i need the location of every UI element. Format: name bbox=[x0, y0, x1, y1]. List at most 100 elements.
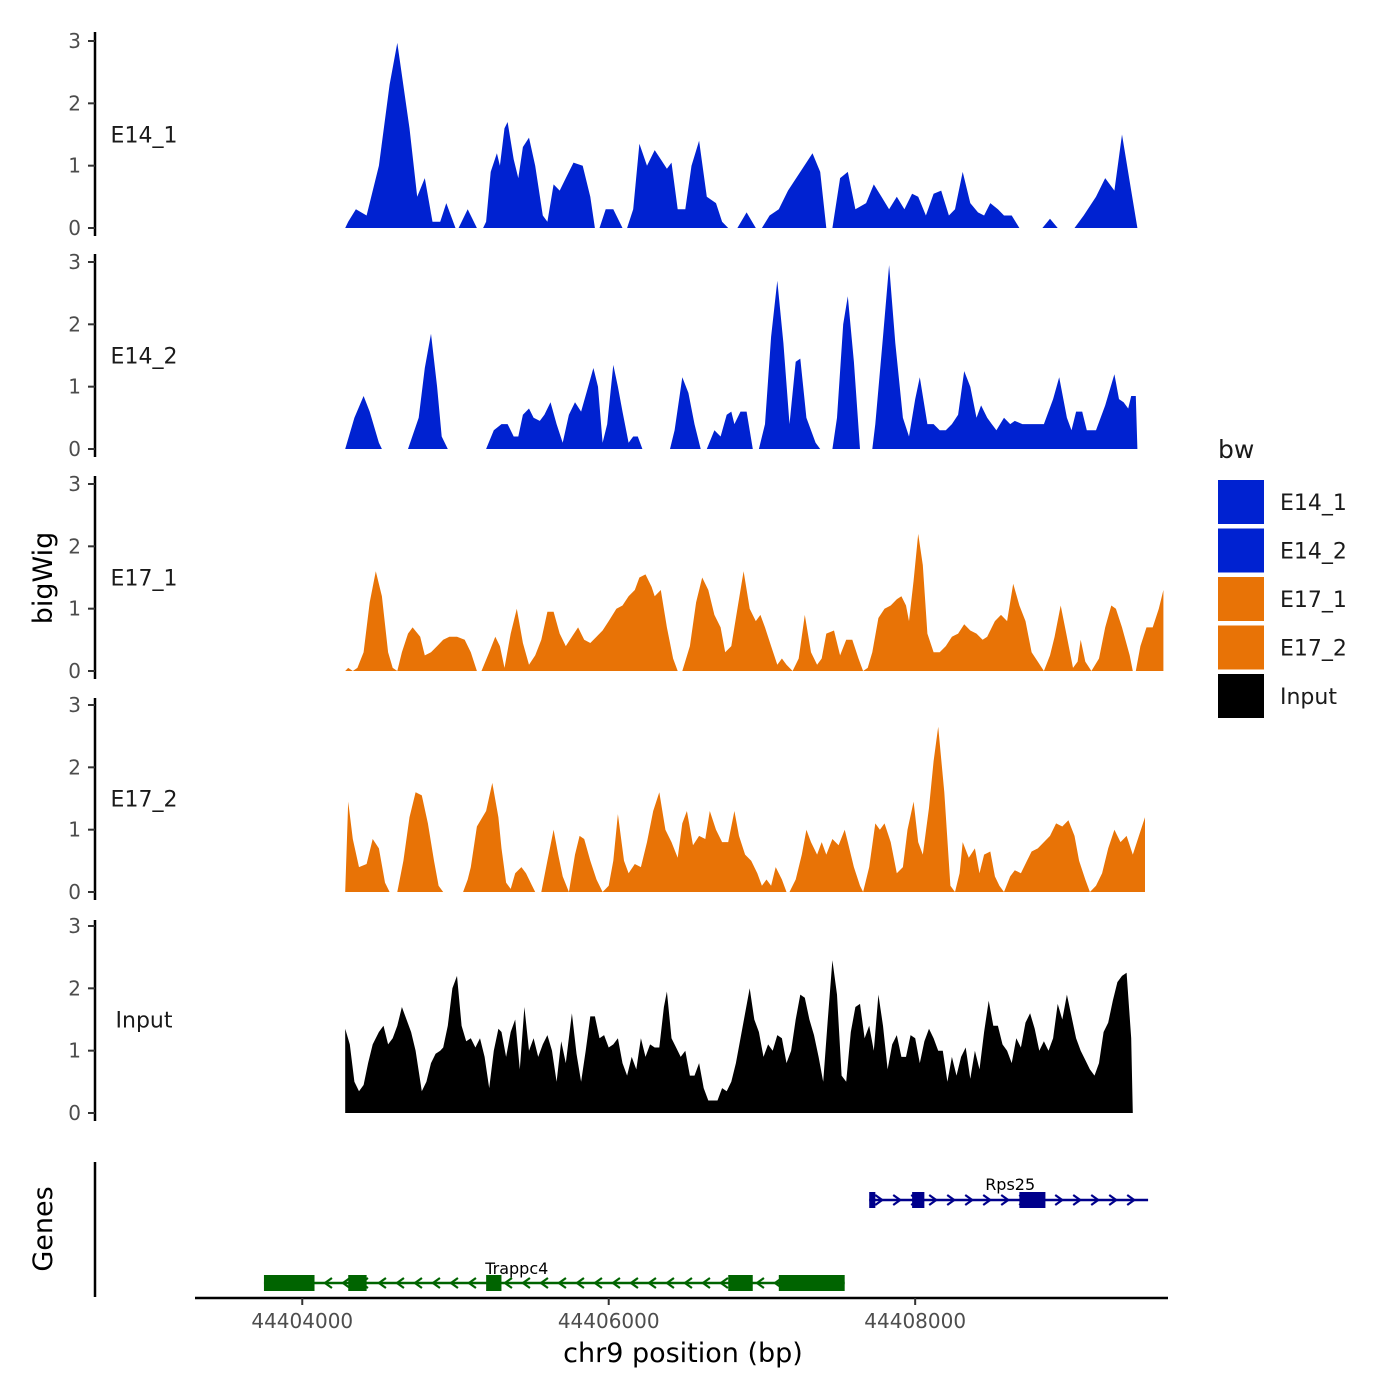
exon bbox=[778, 1275, 845, 1291]
track-label: E14_1 bbox=[111, 124, 178, 149]
y-tick-label: 0 bbox=[68, 659, 81, 683]
track-input: 0 1 2 3 Input bbox=[68, 914, 1133, 1125]
strand-chevron bbox=[1072, 1194, 1083, 1206]
y-tick-label: 1 bbox=[68, 154, 81, 178]
y-tick-label: 3 bbox=[68, 29, 81, 53]
strand-chevron bbox=[377, 1277, 387, 1289]
track-label: E17_1 bbox=[111, 567, 178, 592]
strand-chevron bbox=[323, 1277, 333, 1289]
y-tick-label: 3 bbox=[68, 250, 81, 274]
strand-chevron bbox=[593, 1277, 603, 1289]
coverage-area bbox=[345, 533, 1164, 671]
strand-chevron bbox=[611, 1277, 621, 1289]
y-tick-label: 3 bbox=[68, 693, 81, 717]
gene-trappc4: Trappc4 bbox=[263, 1259, 845, 1291]
y-tick-label: 2 bbox=[68, 91, 81, 115]
legend-swatch bbox=[1218, 625, 1264, 670]
track-label: E17_2 bbox=[111, 788, 178, 813]
gene-label: Trappc4 bbox=[484, 1259, 548, 1278]
genes-panel: Rps25 Trappc4 bbox=[93, 1162, 1149, 1297]
x-tick-label: 44404000 bbox=[251, 1309, 353, 1333]
y-tick-label: 2 bbox=[68, 976, 81, 1000]
strand-chevron bbox=[575, 1277, 585, 1289]
exon bbox=[1019, 1192, 1046, 1208]
y-tick-label: 0 bbox=[68, 1101, 81, 1125]
strand-chevron bbox=[539, 1277, 549, 1289]
strand-chevron bbox=[755, 1277, 765, 1289]
y-tick-label: 3 bbox=[68, 914, 81, 938]
coverage-area bbox=[345, 960, 1133, 1113]
legend-swatch bbox=[1218, 480, 1264, 524]
strand-chevron bbox=[964, 1194, 975, 1206]
strand-chevron bbox=[557, 1277, 567, 1289]
legend: bw E14_1 E14_2 E17_1 E17_2 Input bbox=[1218, 435, 1347, 718]
legend-label: E17_1 bbox=[1280, 588, 1347, 613]
bigwig-tracks: 0 1 2 3 E14_1 0 1 2 3 E14_2 0 1 2 3 E17_1 0 1 2 3 E17_2 0 1 2 3… bbox=[68, 29, 1164, 1125]
y-tick-label: 1 bbox=[68, 1039, 81, 1063]
y-tick-label: 1 bbox=[68, 597, 81, 621]
track-label: Input bbox=[116, 1009, 173, 1034]
strand-chevron bbox=[521, 1277, 531, 1289]
y-tick-label: 0 bbox=[68, 216, 81, 240]
y-axis-title: bigWig bbox=[28, 532, 59, 625]
strand-chevron bbox=[629, 1277, 639, 1289]
strand-chevron bbox=[701, 1277, 711, 1289]
exon bbox=[728, 1275, 753, 1291]
strand-chevron bbox=[647, 1277, 657, 1289]
strand-chevron bbox=[395, 1277, 405, 1289]
strand-chevron bbox=[892, 1194, 903, 1206]
strand-chevron bbox=[719, 1277, 729, 1289]
track-e17-2: 0 1 2 3 E17_2 bbox=[68, 693, 1145, 904]
gene-label: Rps25 bbox=[985, 1175, 1035, 1194]
strand-chevron bbox=[1126, 1194, 1137, 1206]
coverage-area bbox=[345, 726, 1145, 892]
legend-label: Input bbox=[1280, 685, 1337, 710]
legend-label: E14_2 bbox=[1280, 540, 1347, 565]
exon bbox=[348, 1275, 367, 1291]
x-axis: 44404000 44406000 44408000 bbox=[195, 1296, 1168, 1333]
exon bbox=[869, 1192, 876, 1208]
legend-swatch bbox=[1218, 577, 1264, 621]
strand-chevron bbox=[665, 1277, 675, 1289]
strand-chevron bbox=[946, 1194, 957, 1206]
exon bbox=[486, 1275, 502, 1291]
x-axis-title: chr9 position (bp) bbox=[563, 1338, 803, 1369]
strand-chevron bbox=[1090, 1194, 1101, 1206]
strand-chevron bbox=[467, 1277, 477, 1289]
legend-swatch bbox=[1218, 528, 1264, 573]
strand-chevron bbox=[449, 1277, 459, 1289]
coverage-area bbox=[345, 265, 1138, 449]
strand-chevron bbox=[503, 1277, 513, 1289]
strand-chevron bbox=[683, 1277, 693, 1289]
legend-label: E17_2 bbox=[1280, 637, 1347, 662]
y-tick-label: 1 bbox=[68, 818, 81, 842]
strand-chevron bbox=[413, 1277, 423, 1289]
exon bbox=[263, 1275, 315, 1291]
gene-rps25: Rps25 bbox=[869, 1175, 1149, 1208]
x-tick-label: 44408000 bbox=[864, 1309, 966, 1333]
strand-chevron bbox=[1000, 1194, 1011, 1206]
coverage-area bbox=[345, 42, 1138, 229]
y-tick-label: 2 bbox=[68, 755, 81, 779]
track-e14-2: 0 1 2 3 E14_2 bbox=[68, 250, 1138, 461]
y-tick-label: 1 bbox=[68, 375, 81, 399]
strand-chevron bbox=[928, 1194, 939, 1206]
y-tick-label: 0 bbox=[68, 880, 81, 904]
legend-swatch bbox=[1218, 674, 1264, 718]
legend-title: bw bbox=[1218, 435, 1254, 464]
strand-chevron bbox=[874, 1194, 885, 1206]
strand-chevron bbox=[1108, 1194, 1119, 1206]
legend-label: E14_1 bbox=[1280, 491, 1347, 516]
strand-chevron bbox=[341, 1277, 351, 1289]
exon bbox=[912, 1192, 925, 1208]
y-tick-label: 0 bbox=[68, 437, 81, 461]
track-label: E14_2 bbox=[111, 345, 178, 370]
track-e17-1: 0 1 2 3 E17_1 bbox=[68, 472, 1164, 683]
y-tick-label: 2 bbox=[68, 312, 81, 336]
y-tick-label: 3 bbox=[68, 472, 81, 496]
x-tick-label: 44406000 bbox=[558, 1309, 660, 1333]
track-e14-1: 0 1 2 3 E14_1 bbox=[68, 29, 1138, 240]
strand-chevron bbox=[982, 1194, 993, 1206]
strand-chevron bbox=[431, 1277, 441, 1289]
